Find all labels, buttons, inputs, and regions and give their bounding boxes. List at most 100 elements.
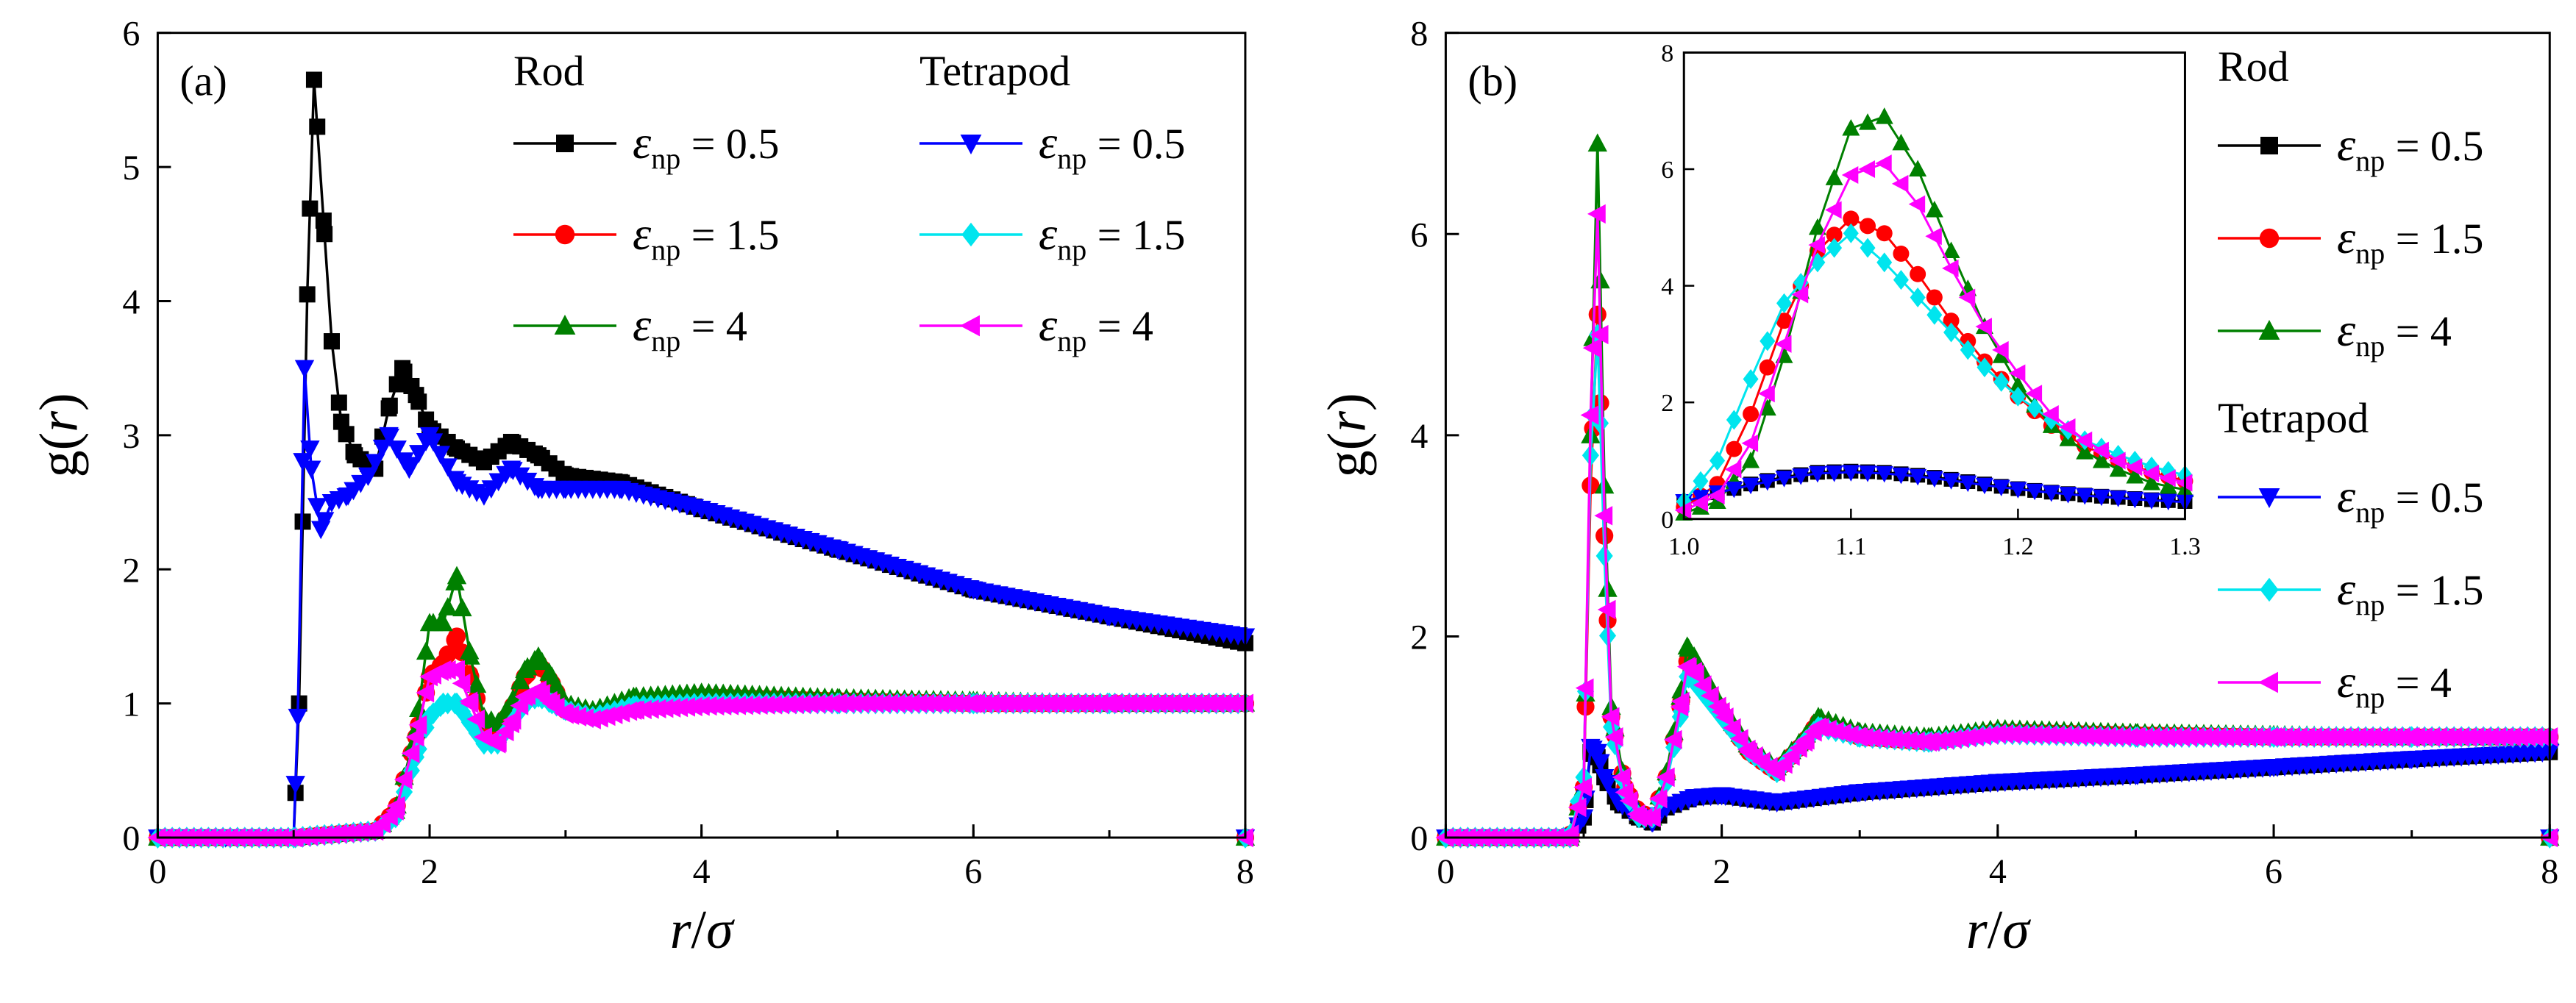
- data-point: [1876, 252, 1893, 273]
- data-point: [447, 627, 466, 646]
- data-point: [1908, 195, 1926, 213]
- data-point: [394, 770, 413, 790]
- data-point: [1758, 474, 1776, 491]
- data-point: [1918, 732, 1938, 752]
- data-point: [321, 494, 342, 513]
- x-axis-title: r/σ: [1966, 900, 2031, 960]
- data-point: [1615, 782, 1634, 802]
- data-point: [1960, 340, 1976, 360]
- data-point: [1808, 465, 1826, 483]
- legend-marker: [2258, 671, 2278, 693]
- legend-marker: [2259, 228, 2280, 249]
- data-point: [1875, 107, 1893, 124]
- data-point: [1695, 682, 1712, 704]
- data-point: [2076, 443, 2094, 460]
- data-point: [433, 660, 452, 680]
- data-point: [1573, 809, 1594, 828]
- legend: Rod εnp = 0.5 εnp = 1.5 εnp = 4 Tetrapod εnp …: [513, 47, 1185, 357]
- data-point: [405, 727, 424, 747]
- data-point: [299, 286, 316, 303]
- series-line: [157, 695, 1245, 839]
- data-point: [2076, 488, 2094, 505]
- data-point: [2402, 751, 2422, 770]
- data-point: [1892, 133, 1910, 151]
- data-point: [302, 460, 321, 479]
- data-point: [1860, 218, 1876, 235]
- data-point: [1760, 331, 1776, 351]
- data-point: [1693, 675, 1712, 695]
- data-point: [568, 707, 587, 727]
- data-point: [1602, 715, 1620, 738]
- data-point: [575, 708, 594, 728]
- data-point: [964, 581, 983, 600]
- data-point: [338, 487, 358, 506]
- data-point: [2075, 431, 2093, 449]
- data-point: [2125, 727, 2144, 747]
- data-point: [1842, 465, 1860, 482]
- data-point: [474, 727, 492, 747]
- data-point: [502, 433, 519, 450]
- data-point: [332, 413, 349, 430]
- x-tick-label: 0: [1437, 852, 1454, 891]
- data-point: [1684, 646, 1704, 665]
- data-point: [2008, 364, 2026, 382]
- series-rod-1: [149, 627, 1255, 847]
- data-point: [1977, 357, 1993, 378]
- data-point: [2126, 767, 2146, 785]
- data-point: [460, 646, 480, 665]
- data-point: [1925, 201, 1943, 218]
- data-point: [1726, 440, 1743, 457]
- data-point: [1849, 727, 1868, 747]
- data-point: [1743, 368, 1759, 389]
- data-point: [1859, 113, 1877, 130]
- panel-label: (a): [179, 57, 227, 105]
- data-point: [1843, 223, 1859, 243]
- data-point: [2263, 727, 2283, 747]
- data-point: [1925, 227, 1942, 246]
- data-point: [1684, 662, 1703, 682]
- legend-label: εnp = 1.5: [2337, 211, 2483, 270]
- data-point: [1758, 399, 1776, 416]
- inset-series-3: [1675, 465, 2194, 512]
- data-point: [542, 666, 562, 685]
- data-point: [1099, 693, 1118, 713]
- legend-group-title: Tetrapod: [2218, 394, 2369, 442]
- data-point: [1942, 473, 1960, 490]
- data-point: [1959, 475, 1977, 493]
- data-point: [285, 776, 305, 794]
- data-point: [528, 480, 549, 499]
- y-tick-label: 8: [1410, 15, 1428, 54]
- legend-label: εnp = 1.5: [633, 207, 779, 266]
- data-point: [1910, 287, 1926, 307]
- inset: 1.0 1.1 1.2 1.3 0 2 4 6 8: [1661, 40, 2200, 560]
- data-point: [514, 687, 533, 707]
- data-point: [1766, 762, 1785, 782]
- inset-y-tick-label: 8: [1661, 40, 1673, 67]
- data-point: [1992, 479, 2010, 497]
- data-point: [448, 692, 466, 715]
- data-point: [1993, 371, 2010, 392]
- data-point: [1875, 465, 1893, 483]
- data-point: [1643, 807, 1661, 827]
- data-point: [388, 376, 405, 393]
- data-point: [1909, 468, 1927, 486]
- data-point: [2159, 469, 2176, 488]
- data-point: [2092, 441, 2109, 460]
- data-point: [1677, 636, 1697, 655]
- data-point: [2042, 405, 2059, 424]
- data-point: [307, 498, 327, 517]
- data-point: [515, 660, 535, 679]
- y-axis-title: g(r): [29, 393, 89, 477]
- data-point: [1767, 794, 1787, 813]
- data-point: [2092, 451, 2110, 468]
- data-point: [1825, 201, 1842, 219]
- inset-y-tick-label: 4: [1661, 274, 1673, 301]
- data-point: [466, 709, 485, 729]
- data-point: [623, 700, 642, 720]
- y-tick-label: 3: [122, 417, 140, 456]
- data-point: [387, 440, 407, 459]
- data-point: [1711, 702, 1730, 722]
- data-point: [1808, 218, 1826, 235]
- inset-y-tick-label: 2: [1661, 390, 1673, 417]
